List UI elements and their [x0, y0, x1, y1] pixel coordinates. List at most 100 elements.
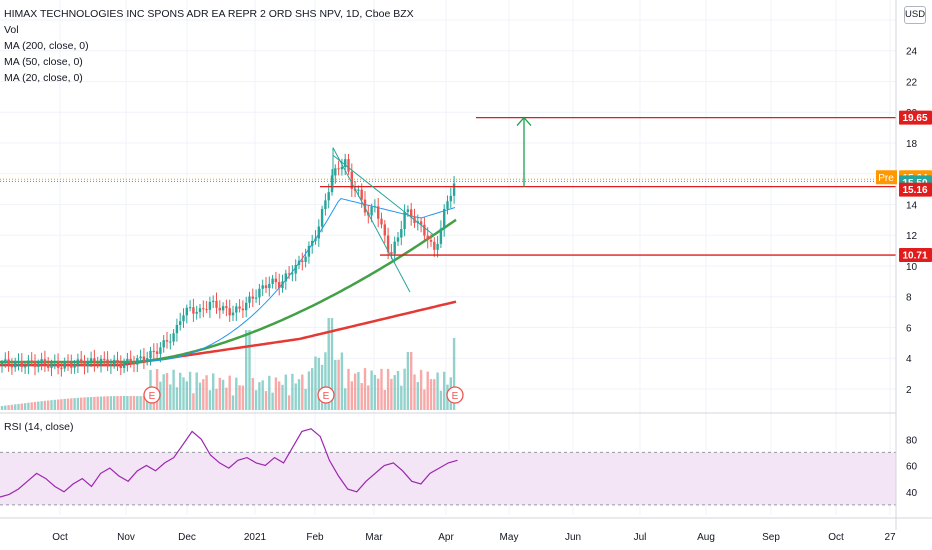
candle-body — [60, 367, 63, 369]
volume-bar — [367, 385, 370, 410]
volume-bar — [47, 400, 50, 410]
candle-body — [33, 361, 37, 367]
candle-body — [248, 296, 251, 303]
candle-body — [179, 321, 182, 325]
time-tick-label: Jul — [634, 532, 647, 543]
candle-body — [419, 221, 423, 225]
volume-bar — [278, 381, 281, 410]
candle-body — [396, 237, 400, 242]
candle-body — [212, 300, 215, 302]
candle-body — [198, 308, 202, 312]
volume-bar — [215, 388, 218, 410]
volume-bar — [271, 392, 274, 410]
volume-bar — [291, 373, 294, 410]
volume-bar — [334, 360, 337, 410]
candle-body — [43, 359, 47, 364]
candle-body — [188, 307, 192, 309]
candle-body — [86, 361, 89, 367]
candle-body — [301, 260, 304, 262]
candle-body — [386, 235, 390, 253]
candle-body — [433, 241, 436, 250]
volume-bar — [212, 373, 215, 410]
volume-bar — [93, 396, 96, 410]
grid — [0, 0, 896, 515]
volume-bar — [452, 338, 456, 410]
candle-body — [383, 224, 386, 236]
time-tick-label: Apr — [438, 532, 454, 543]
pre-prefix-badge — [876, 170, 897, 185]
candle-body — [436, 243, 439, 250]
volume-bar — [162, 374, 165, 410]
volume-bar — [406, 352, 410, 410]
rsi-legend[interactable]: RSI (14, close) — [4, 421, 74, 433]
volume-bar — [106, 396, 109, 410]
volume-bar — [4, 405, 7, 410]
candle-body — [241, 308, 245, 311]
earnings-marker — [143, 386, 161, 404]
candle-body — [449, 195, 452, 202]
candle-body — [327, 192, 330, 201]
time-tick-label: May — [500, 532, 519, 543]
volume-bar — [324, 352, 327, 410]
volume-bar — [400, 385, 403, 410]
volume-bar — [254, 390, 258, 410]
legend-ma20[interactable]: MA (20, close, 0) — [4, 72, 83, 84]
time-tick-label: Dec — [178, 532, 196, 543]
drawings — [0, 116, 896, 293]
candle-body — [274, 278, 278, 283]
currency-button[interactable]: USD — [904, 6, 926, 24]
candle-body — [360, 189, 363, 200]
candle-body — [205, 309, 208, 311]
candle-body — [311, 240, 314, 246]
candle-body — [390, 252, 393, 254]
candle-body — [221, 306, 225, 311]
time-tick-label: Oct — [828, 532, 844, 543]
price-tick-label: 12 — [906, 231, 918, 242]
volume-bar — [7, 405, 10, 410]
legend-volume[interactable]: Vol — [4, 24, 19, 36]
candle-body — [304, 256, 307, 262]
candle-body — [99, 358, 103, 365]
volume-bar — [439, 390, 443, 410]
volume-bar — [33, 401, 37, 410]
volume-bar — [63, 398, 66, 410]
volume-bar — [202, 379, 205, 410]
legend-ma50[interactable]: MA (50, close, 0) — [4, 56, 83, 68]
candle-body — [245, 302, 248, 311]
candle-body — [66, 362, 70, 364]
candle-body — [400, 229, 403, 238]
time-tick-label: Feb — [306, 532, 324, 543]
volume-bar — [175, 387, 179, 410]
volume-bar — [165, 373, 169, 410]
legend-ma200[interactable]: MA (200, close, 0) — [4, 40, 89, 52]
candle-body — [268, 283, 271, 289]
candle-body — [215, 300, 218, 308]
candle-body — [443, 208, 446, 229]
candle-body — [126, 358, 129, 364]
candle-body — [357, 189, 360, 191]
triangle-line-lower — [332, 154, 435, 236]
candle-body — [17, 361, 20, 363]
volume-bar — [188, 371, 192, 410]
volume-bar — [258, 382, 261, 410]
volume-bar — [66, 398, 70, 410]
volume-bar — [109, 396, 113, 410]
volume-bar — [73, 398, 76, 410]
candle-body — [4, 359, 7, 363]
candle-body — [129, 358, 132, 364]
volume-bar — [370, 370, 373, 410]
candle-body — [27, 360, 30, 367]
volume-bar — [86, 397, 89, 410]
volume-bar — [142, 396, 146, 410]
candle-body — [195, 311, 198, 314]
volume-bar — [433, 379, 436, 410]
candle-body — [149, 350, 152, 359]
volume-bar — [30, 402, 33, 410]
candle-body — [334, 168, 337, 176]
candle-body — [172, 333, 175, 342]
candle-body — [423, 224, 426, 236]
volume-bar — [393, 375, 396, 410]
volume-bar — [373, 374, 377, 410]
price-tick-label: 14 — [906, 200, 918, 211]
